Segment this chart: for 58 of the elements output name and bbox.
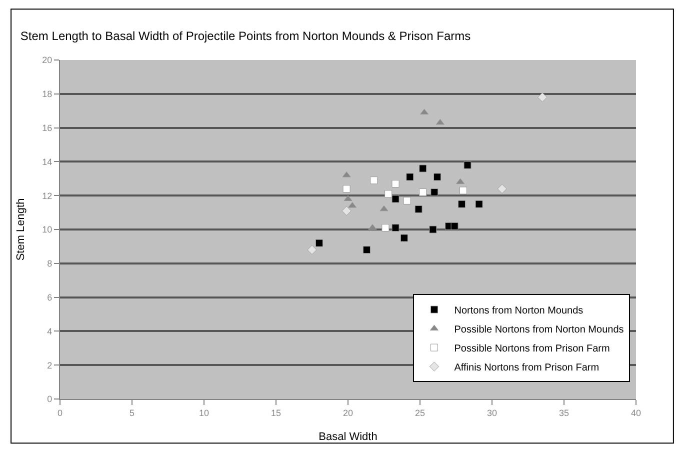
- x-tick-label: 5: [129, 408, 135, 418]
- y-tick-label: 10: [42, 224, 52, 235]
- legend-label: Affinis Nortons from Prison Farm: [454, 362, 600, 374]
- point: [382, 224, 390, 232]
- y-tick-label: 6: [47, 292, 52, 302]
- point: [370, 176, 378, 184]
- point: [436, 118, 444, 125]
- point: [420, 108, 429, 115]
- point: [384, 190, 392, 198]
- point: [459, 186, 467, 194]
- x-tick-label: 20: [342, 408, 354, 418]
- point: [497, 184, 507, 194]
- x-tick-label: 40: [630, 408, 642, 418]
- chart-title: Stem Length to Basal Width of Projectile Points from Norton Mounds & Prison Farms: [20, 29, 471, 44]
- y-tick-label: 14: [42, 156, 52, 167]
- y-tick-label: 0: [47, 394, 52, 404]
- point: [450, 222, 458, 230]
- point: [362, 246, 370, 254]
- point: [419, 188, 427, 196]
- legend-label: Possible Nortons from Norton Mounds: [454, 324, 624, 336]
- point: [458, 200, 466, 208]
- point: [392, 224, 400, 232]
- point: [414, 205, 422, 213]
- y-tick-label: 16: [42, 122, 52, 133]
- y-tick-label: 12: [42, 190, 52, 201]
- point: [434, 173, 442, 181]
- point: [419, 164, 427, 172]
- point: [315, 239, 323, 247]
- point: [392, 195, 400, 203]
- x-tick-label: 10: [198, 408, 210, 418]
- x-tick-label: 15: [270, 408, 282, 418]
- y-tick-label: 20: [42, 55, 52, 66]
- point: [403, 196, 411, 204]
- x-tick-label: 30: [486, 408, 498, 418]
- point: [429, 226, 437, 234]
- x-axis-title: Basal Width: [318, 431, 378, 443]
- point: [538, 92, 548, 102]
- point: [342, 206, 352, 216]
- point: [307, 245, 317, 255]
- point: [456, 178, 465, 184]
- y-tick-label: 4: [47, 326, 52, 336]
- y-tick-label: 18: [42, 89, 52, 100]
- y-axis-title: Stem Length: [14, 198, 27, 261]
- point: [430, 188, 438, 196]
- point: [392, 180, 400, 188]
- x-tick-label: 25: [414, 408, 426, 418]
- point: [406, 173, 414, 181]
- point: [342, 185, 350, 193]
- point: [475, 200, 483, 208]
- point: [380, 205, 388, 212]
- y-tick-label: 2: [47, 360, 52, 370]
- legend-label: Possible Nortons from Prison Farm: [454, 343, 610, 354]
- legend-label: Nortons from Norton Mounds: [454, 305, 584, 316]
- y-tick-label: 8: [47, 258, 52, 269]
- point: [400, 234, 408, 242]
- point: [464, 161, 472, 169]
- x-tick-label: 35: [558, 408, 570, 418]
- x-tick-label: 0: [57, 408, 63, 418]
